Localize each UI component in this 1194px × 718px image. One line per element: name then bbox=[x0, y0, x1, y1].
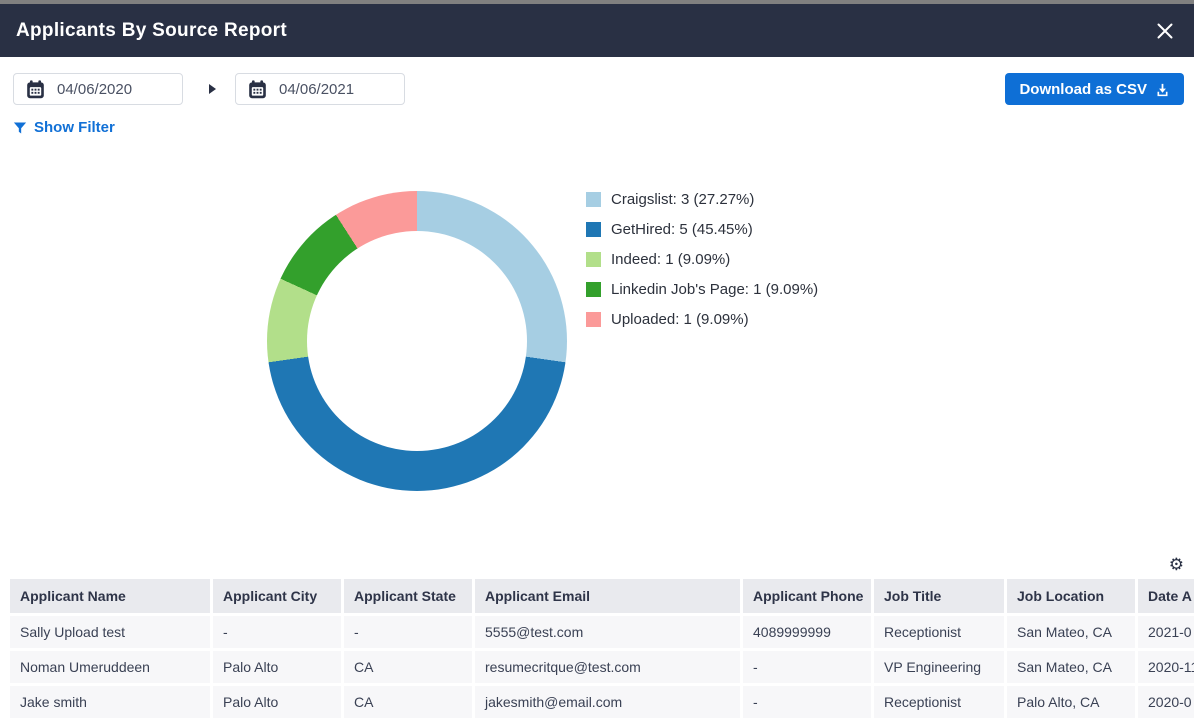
cell-date-applied: 2020-11 bbox=[1138, 651, 1194, 683]
legend-item: Craigslist: 3 (27.27%) bbox=[586, 190, 818, 208]
column-header-applicant-phone[interactable]: Applicant Phone bbox=[743, 579, 871, 613]
legend-swatch bbox=[586, 191, 601, 207]
download-csv-label: Download as CSV bbox=[1019, 80, 1147, 98]
calendar-icon bbox=[27, 79, 44, 98]
toolbar: 04/06/2020 04/06/2021 Download as CSV bbox=[0, 57, 1194, 105]
show-filter-link[interactable]: Show Filter bbox=[13, 119, 115, 136]
table-row: Noman Umeruddeen Palo Alto CA resumecrit… bbox=[10, 651, 1194, 683]
caret-right-icon bbox=[209, 84, 216, 94]
cell-applicant-state: CA bbox=[344, 651, 472, 683]
applicants-table: Applicant Name Applicant City Applicant … bbox=[7, 576, 1194, 718]
cell-job-title: Receptionist bbox=[874, 686, 1004, 718]
date-from-input[interactable]: 04/06/2020 bbox=[13, 73, 183, 105]
cell-date-applied: 2021-0 bbox=[1138, 616, 1194, 648]
chart-legend: Craigslist: 3 (27.27%) GetHired: 5 (45.4… bbox=[586, 191, 818, 341]
column-header-applicant-name[interactable]: Applicant Name bbox=[10, 579, 210, 613]
legend-swatch bbox=[586, 221, 601, 237]
legend-item: GetHired: 5 (45.45%) bbox=[586, 220, 818, 238]
cell-applicant-phone: - bbox=[743, 686, 871, 718]
cell-applicant-city: - bbox=[213, 616, 341, 648]
download-icon bbox=[1157, 83, 1168, 96]
download-csv-button[interactable]: Download as CSV bbox=[1005, 73, 1184, 105]
legend-item: Uploaded: 1 (9.09%) bbox=[586, 310, 818, 328]
legend-swatch bbox=[586, 281, 601, 297]
date-range: 04/06/2020 04/06/2021 bbox=[13, 73, 405, 105]
legend-item: Linkedin Job's Page: 1 (9.09%) bbox=[586, 280, 819, 298]
cell-job-location: Palo Alto, CA bbox=[1007, 686, 1135, 718]
filter-icon bbox=[13, 121, 27, 134]
cell-applicant-name: Jake smith bbox=[10, 686, 210, 718]
date-from-value: 04/06/2020 bbox=[57, 80, 133, 98]
column-header-job-location[interactable]: Job Location bbox=[1007, 579, 1135, 613]
cell-applicant-email: jakesmith@email.com bbox=[475, 686, 740, 718]
column-header-job-title[interactable]: Job Title bbox=[874, 579, 1004, 613]
table-settings-gear-icon[interactable]: ⚙ bbox=[1168, 555, 1184, 574]
date-to-input[interactable]: 04/06/2021 bbox=[235, 73, 405, 105]
close-button[interactable] bbox=[1152, 18, 1178, 44]
date-to-value: 04/06/2021 bbox=[279, 80, 355, 98]
cell-applicant-name: Sally Upload test bbox=[10, 616, 210, 648]
legend-swatch bbox=[586, 311, 601, 327]
cell-job-title: Receptionist bbox=[874, 616, 1004, 648]
table-row: Sally Upload test - - 5555@test.com 4089… bbox=[10, 616, 1194, 648]
column-header-date-applied[interactable]: Date A bbox=[1138, 579, 1194, 613]
legend-item: Indeed: 1 (9.09%) bbox=[586, 250, 818, 268]
cell-applicant-name: Noman Umeruddeen bbox=[10, 651, 210, 683]
calendar-icon bbox=[249, 79, 266, 98]
cell-applicant-phone: 4089999999 bbox=[743, 616, 871, 648]
cell-applicant-phone: - bbox=[743, 651, 871, 683]
cell-job-location: San Mateo, CA bbox=[1007, 616, 1135, 648]
modal-header: Applicants By Source Report bbox=[0, 4, 1194, 57]
column-header-applicant-state[interactable]: Applicant State bbox=[344, 579, 472, 613]
cell-job-title: VP Engineering bbox=[874, 651, 1004, 683]
donut-chart bbox=[267, 191, 567, 491]
table-header-row: Applicant Name Applicant City Applicant … bbox=[10, 579, 1194, 613]
legend-label: Uploaded: 1 (9.09%) bbox=[611, 310, 749, 328]
column-header-applicant-city[interactable]: Applicant City bbox=[213, 579, 341, 613]
cell-date-applied: 2020-0 bbox=[1138, 686, 1194, 718]
top-strip bbox=[0, 0, 1194, 4]
page-title: Applicants By Source Report bbox=[16, 19, 287, 41]
cell-applicant-state: - bbox=[344, 616, 472, 648]
cell-applicant-email: 5555@test.com bbox=[475, 616, 740, 648]
cell-applicant-city: Palo Alto bbox=[213, 686, 341, 718]
column-header-applicant-email[interactable]: Applicant Email bbox=[475, 579, 740, 613]
cell-applicant-city: Palo Alto bbox=[213, 651, 341, 683]
cell-applicant-state: CA bbox=[344, 686, 472, 718]
show-filter-label: Show Filter bbox=[34, 119, 115, 136]
legend-label: Linkedin Job's Page: 1 (9.09%) bbox=[611, 280, 819, 298]
legend-label: Craigslist: 3 (27.27%) bbox=[611, 190, 755, 208]
cell-applicant-email: resumecritque@test.com bbox=[475, 651, 740, 683]
legend-label: GetHired: 5 (45.45%) bbox=[611, 220, 753, 238]
table-row: Jake smith Palo Alto CA jakesmith@email.… bbox=[10, 686, 1194, 718]
legend-swatch bbox=[586, 251, 601, 267]
close-icon bbox=[1157, 23, 1173, 38]
legend-label: Indeed: 1 (9.09%) bbox=[611, 250, 731, 268]
cell-job-location: San Mateo, CA bbox=[1007, 651, 1135, 683]
